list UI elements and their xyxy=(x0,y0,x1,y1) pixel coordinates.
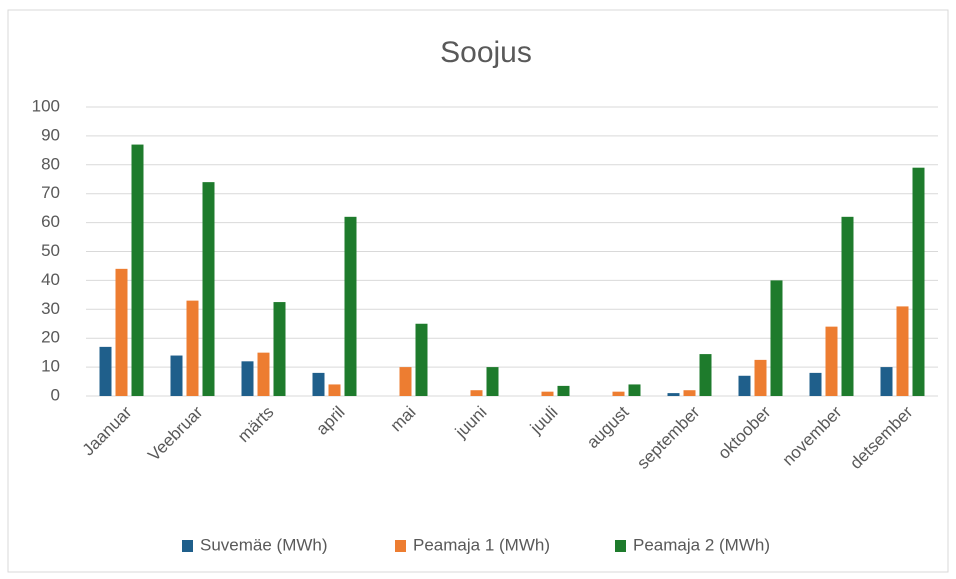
y-tick-label: 20 xyxy=(41,328,60,347)
chart-title: Soojus xyxy=(440,36,532,69)
legend-label: Suvemäe (MWh) xyxy=(200,535,328,554)
bar xyxy=(880,367,893,396)
bar xyxy=(170,355,183,396)
bar xyxy=(257,352,270,396)
legend-label: Peamaja 1 (MWh) xyxy=(413,535,550,554)
bar xyxy=(699,354,712,396)
bar xyxy=(770,280,783,396)
bar xyxy=(841,216,854,396)
y-tick-label: 50 xyxy=(41,241,60,260)
bar xyxy=(186,300,199,396)
bar xyxy=(415,323,428,396)
bar xyxy=(328,384,341,396)
legend-swatch xyxy=(395,540,406,552)
bar xyxy=(470,390,483,396)
y-tick-label: 80 xyxy=(41,154,60,173)
bar xyxy=(115,268,128,396)
legend-swatch xyxy=(182,540,193,552)
bar xyxy=(667,393,680,396)
bar xyxy=(312,372,325,396)
y-tick-label: 100 xyxy=(32,96,60,115)
bar xyxy=(241,361,254,396)
legend-label: Peamaja 2 (MWh) xyxy=(633,535,770,554)
bar xyxy=(628,384,641,396)
bar xyxy=(486,367,499,396)
bar xyxy=(738,375,751,396)
y-tick-label: 70 xyxy=(41,183,60,202)
y-tick-label: 40 xyxy=(41,270,60,289)
bar xyxy=(612,391,625,396)
y-tick-label: 30 xyxy=(41,299,60,318)
y-tick-label: 10 xyxy=(41,357,60,376)
bar xyxy=(809,372,822,396)
bar xyxy=(683,390,696,396)
bar xyxy=(541,391,554,396)
bar xyxy=(557,385,570,396)
bar xyxy=(399,367,412,396)
y-tick-label: 60 xyxy=(41,212,60,231)
bar xyxy=(896,306,909,396)
bar xyxy=(131,144,144,396)
bar xyxy=(202,182,215,396)
bar xyxy=(273,302,286,396)
chart-border xyxy=(7,9,949,573)
y-tick-label: 90 xyxy=(41,125,60,144)
bar xyxy=(99,346,112,396)
bar xyxy=(825,326,838,396)
bar xyxy=(754,359,767,396)
bar xyxy=(344,216,357,396)
y-tick-label: 0 xyxy=(51,385,60,404)
legend-swatch xyxy=(615,540,626,552)
bar xyxy=(912,167,925,396)
